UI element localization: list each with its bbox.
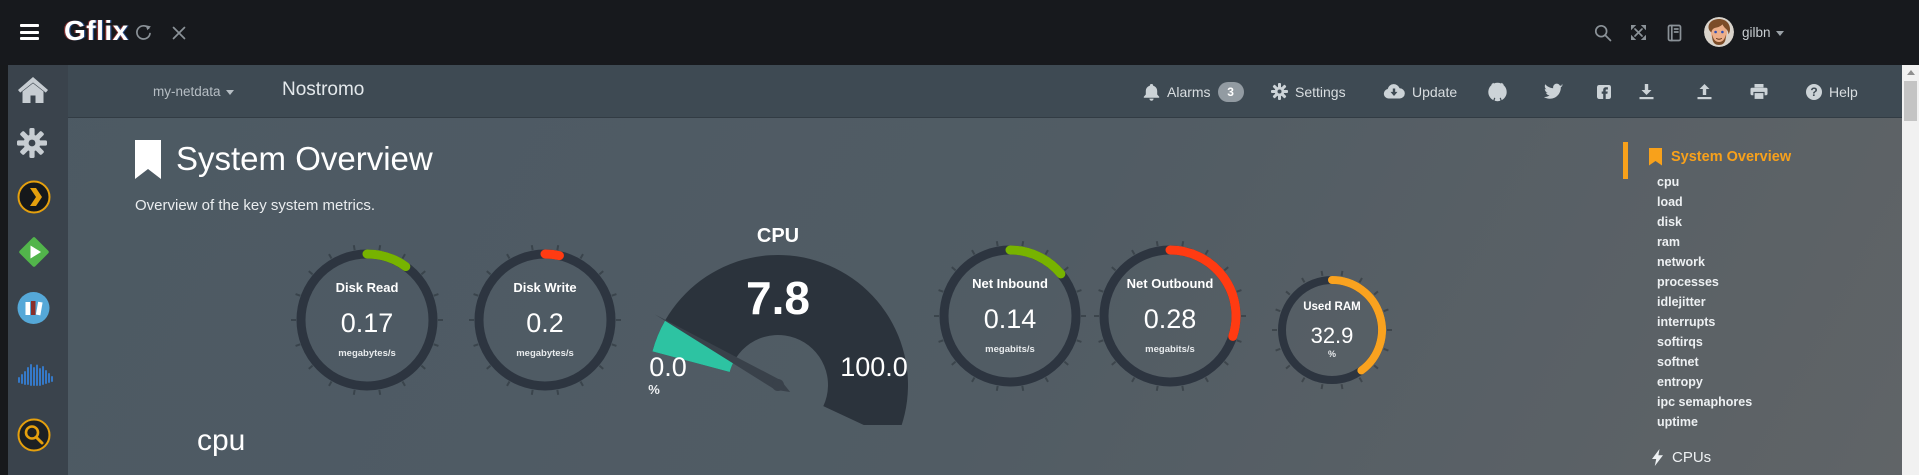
settings-gear-icon[interactable] bbox=[17, 128, 47, 158]
plex-icon[interactable] bbox=[17, 180, 51, 214]
menu-list: cpu load disk ram network processes idlejitter… bbox=[1657, 172, 1752, 432]
gauge-disk-write[interactable]: Disk Write 0.2 megabytes/s bbox=[460, 235, 630, 405]
app-logo[interactable]: Gflix bbox=[64, 15, 129, 46]
alarms-count-badge: 3 bbox=[1217, 81, 1244, 102]
twitter-link[interactable] bbox=[1543, 65, 1563, 118]
page-title: System Overview bbox=[176, 140, 433, 177]
menu-item-disk[interactable]: disk bbox=[1657, 215, 1683, 229]
refresh-icon[interactable] bbox=[134, 24, 152, 42]
facebook-link[interactable] bbox=[1597, 65, 1611, 118]
next-section-title: cpu bbox=[197, 424, 246, 457]
menu-item-entropy[interactable]: entropy bbox=[1657, 375, 1703, 389]
gauge-net-inbound[interactable]: Net Inbound 0.14 megabits/s bbox=[925, 231, 1095, 401]
cloud-download-icon bbox=[1383, 84, 1405, 99]
user-menu[interactable]: gilbn bbox=[1742, 25, 1784, 40]
gauge-label: CPU bbox=[756, 225, 800, 247]
gauge-unit: megabits/s bbox=[1145, 344, 1195, 355]
gauge-unit: % bbox=[1327, 349, 1336, 359]
gauge-value: 0.17 bbox=[340, 308, 394, 338]
section-subtitle: Overview of the key system metrics. bbox=[135, 197, 376, 214]
expand-icon[interactable] bbox=[1630, 24, 1647, 41]
gauge-disk-read[interactable]: Disk Read 0.17 megabytes/s bbox=[282, 235, 452, 405]
download-icon bbox=[1639, 84, 1654, 100]
bookmark-icon bbox=[135, 140, 161, 179]
gauge-label: Used RAM bbox=[1303, 301, 1361, 313]
menu-item-interrupts[interactable]: interrupts bbox=[1657, 315, 1716, 329]
menu-item-processes[interactable]: processes bbox=[1657, 275, 1719, 289]
print-button[interactable] bbox=[1750, 65, 1768, 118]
hostname-title: Nostromo bbox=[282, 79, 365, 100]
menu-item-idlejitter[interactable]: idlejitter bbox=[1657, 295, 1706, 309]
alarms-button[interactable]: Alarms 3 bbox=[1143, 65, 1244, 118]
facebook-icon bbox=[1597, 84, 1611, 99]
menu-section-system-overview[interactable]: System Overview bbox=[1649, 148, 1791, 166]
gauge-unit: megabytes/s bbox=[516, 348, 574, 359]
chevron-down-icon bbox=[225, 89, 234, 95]
user-avatar[interactable] bbox=[1704, 17, 1734, 47]
menu-item-ipc-semaphores[interactable]: ipc semaphores bbox=[1657, 395, 1753, 409]
gauge-label: Disk Write bbox=[513, 280, 577, 295]
menu-toggle-icon[interactable] bbox=[20, 24, 39, 40]
gauge-value: 0.14 bbox=[983, 304, 1037, 334]
gauge-unit: % bbox=[648, 382, 660, 397]
search-app-icon[interactable] bbox=[17, 418, 51, 452]
top-app-bar: Gflix gilbn bbox=[0, 0, 1919, 65]
app-sidebar bbox=[0, 65, 68, 475]
help-circle-icon: ? bbox=[1806, 83, 1822, 100]
gauge-label: Disk Read bbox=[335, 280, 399, 295]
menu-item-network[interactable]: network bbox=[1657, 255, 1705, 269]
printer-icon bbox=[1750, 83, 1768, 100]
soundwave-icon[interactable] bbox=[17, 363, 55, 387]
scrollbar-up-arrow[interactable] bbox=[1902, 65, 1919, 80]
library-books-icon[interactable] bbox=[17, 292, 50, 325]
update-button[interactable]: Update bbox=[1383, 65, 1457, 118]
menu-item-softirqs[interactable]: softirqs bbox=[1657, 335, 1703, 349]
menu-active-indicator bbox=[1623, 142, 1628, 179]
gauge-unit: megabytes/s bbox=[338, 348, 396, 359]
gauge-unit: megabits/s bbox=[985, 344, 1035, 355]
menu-section-cpus[interactable]: CPUs bbox=[1652, 449, 1711, 466]
gauge-value: 7.8 bbox=[746, 272, 810, 324]
search-icon[interactable] bbox=[1594, 24, 1612, 42]
menu-item-load[interactable]: load bbox=[1657, 195, 1683, 209]
menu-item-uptime[interactable]: uptime bbox=[1657, 415, 1698, 429]
gauge-label: Net Outbound bbox=[1126, 276, 1214, 291]
emby-icon[interactable] bbox=[17, 235, 51, 269]
gauge-value: 0.2 bbox=[526, 308, 564, 338]
help-button[interactable]: ? Help bbox=[1806, 65, 1858, 118]
gauge-max: 100.0 bbox=[840, 352, 908, 382]
netdata-navbar: my-netdata Nostromo Alarms 3 Settings Up… bbox=[68, 65, 1902, 118]
gear-icon bbox=[1271, 83, 1288, 100]
scrollbar-thumb[interactable] bbox=[1904, 81, 1917, 121]
scrollbar[interactable] bbox=[1902, 65, 1919, 475]
gauge-label: Net Inbound bbox=[972, 276, 1048, 291]
gauge-net-outbound[interactable]: Net Outbound 0.28 megabits/s bbox=[1085, 231, 1255, 401]
gauge-min: 0.0 bbox=[649, 352, 687, 382]
menu-item-ram[interactable]: ram bbox=[1657, 235, 1680, 249]
github-icon bbox=[1488, 82, 1507, 102]
twitter-icon bbox=[1543, 83, 1563, 99]
github-link[interactable] bbox=[1487, 65, 1508, 118]
gauge-cpu[interactable]: CPU 7.8 0.0 100.0 % bbox=[628, 225, 928, 425]
upload-icon bbox=[1697, 84, 1712, 100]
export-button[interactable] bbox=[1696, 65, 1713, 118]
host-selector[interactable]: my-netdata bbox=[153, 84, 234, 99]
close-icon[interactable] bbox=[172, 26, 186, 40]
bell-icon bbox=[1143, 83, 1160, 101]
home-icon[interactable] bbox=[17, 76, 49, 104]
changelog-book-icon[interactable] bbox=[1667, 24, 1682, 42]
section-heading: System Overview bbox=[135, 140, 433, 180]
gauge-value: 32.9 bbox=[1310, 323, 1354, 348]
gauge-used-ram[interactable]: Used RAM 32.9 % bbox=[1262, 260, 1402, 400]
settings-button[interactable]: Settings bbox=[1271, 65, 1346, 118]
gauge-value: 0.28 bbox=[1143, 304, 1197, 334]
lightning-bolt-icon bbox=[1652, 449, 1663, 466]
bookmark-icon bbox=[1649, 148, 1662, 166]
chevron-down-icon bbox=[1775, 30, 1784, 36]
import-button[interactable] bbox=[1638, 65, 1655, 118]
menu-item-cpu[interactable]: cpu bbox=[1657, 175, 1680, 189]
menu-item-softnet[interactable]: softnet bbox=[1657, 355, 1699, 369]
